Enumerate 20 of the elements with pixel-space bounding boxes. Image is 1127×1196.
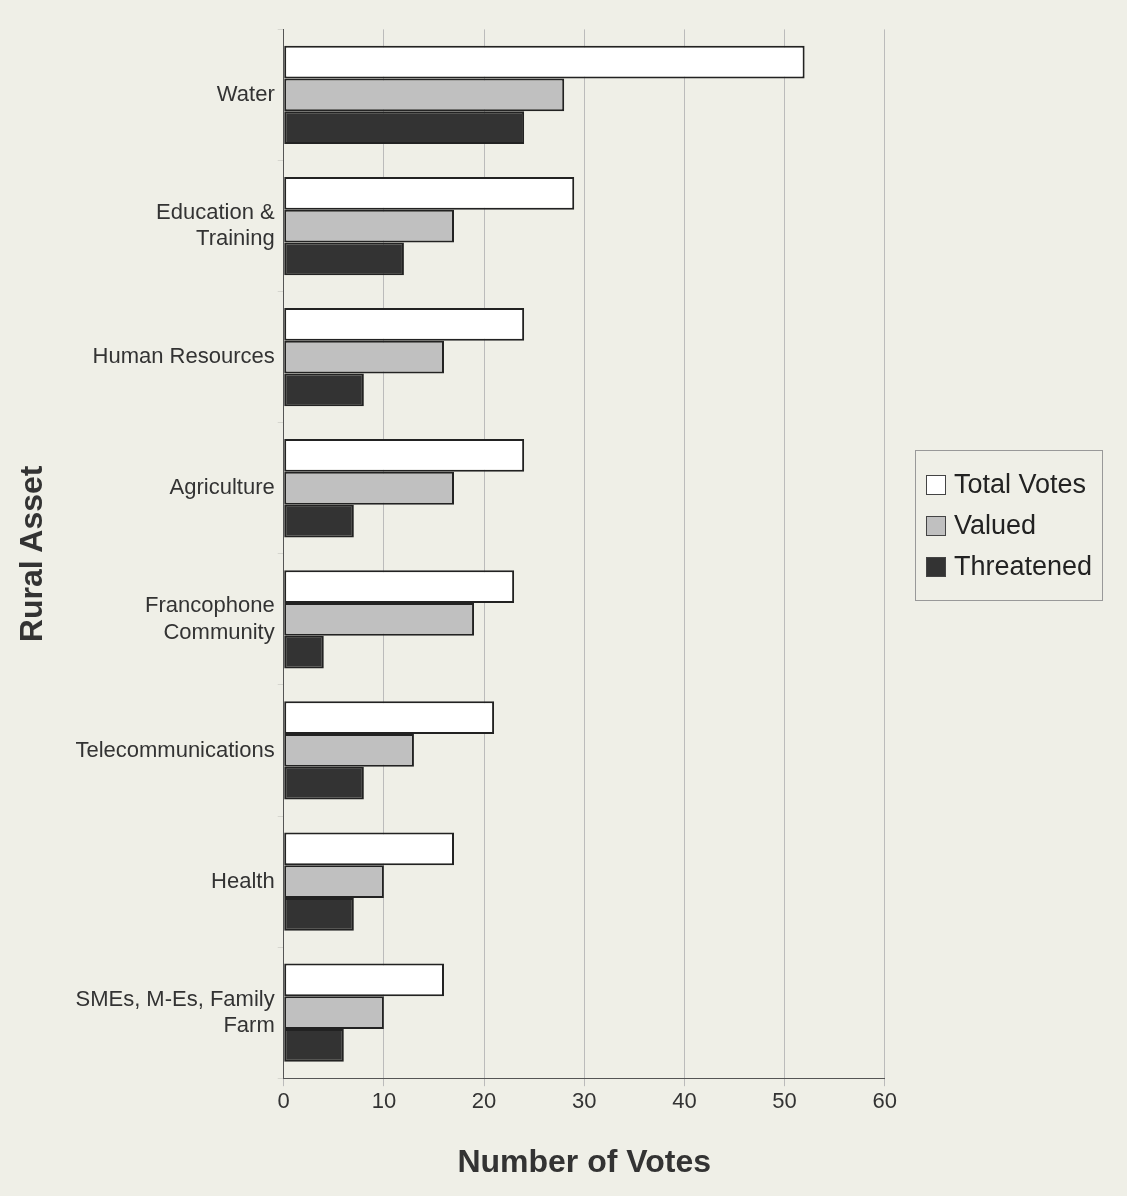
y-tick-label: Human Resources bbox=[92, 343, 275, 369]
y-tick-label: Agriculture bbox=[169, 474, 275, 500]
legend-label: Total Votes bbox=[954, 469, 1087, 500]
x-tick-label: 60 bbox=[872, 1088, 898, 1114]
x-tick-label: 0 bbox=[277, 1088, 290, 1114]
x-tick-label: 50 bbox=[772, 1088, 797, 1114]
y-tick-label: Health bbox=[211, 867, 275, 893]
x-tick-label: 10 bbox=[371, 1088, 397, 1114]
y-tick-label: Telecommunications bbox=[75, 736, 275, 762]
x-tick-label: 40 bbox=[672, 1088, 697, 1114]
x-tick-label: 20 bbox=[471, 1088, 497, 1114]
y-tick-label: Francophone Community bbox=[145, 592, 275, 644]
y-axis-title: Rural Asset bbox=[13, 465, 50, 643]
legend-label: Valued bbox=[954, 510, 1037, 541]
legend-label: Threatened bbox=[954, 551, 1093, 582]
y-tick-label: Water bbox=[216, 81, 275, 107]
y-tick-label: SMEs, M-Es, Family Farm bbox=[75, 985, 275, 1037]
x-tick-label: 30 bbox=[572, 1088, 597, 1114]
y-tick-label: Education & Training bbox=[156, 198, 276, 251]
x-axis-title: Number of Votes bbox=[457, 1142, 712, 1179]
